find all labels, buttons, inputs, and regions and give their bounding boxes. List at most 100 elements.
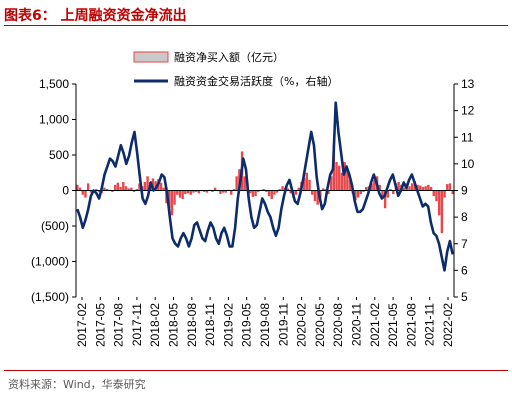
bar [346,169,349,191]
bar [348,179,352,191]
bar [437,190,441,216]
bar [432,190,435,197]
x-tick-label: 2018-02 [148,303,162,347]
bar [286,188,290,191]
x-tick-label: 2017-11 [130,303,144,346]
bar [386,190,390,198]
bar [294,190,298,195]
x-tick-label: 2018-08 [185,303,199,347]
right-tick-label: 11 [461,130,474,144]
bar [402,187,406,191]
bar [265,190,268,192]
x-tick-label: 2020-05 [313,303,327,347]
right-axis-ticks: 13 12 11 10 9 8 7 6 5 [454,77,475,304]
bar [124,186,128,191]
bar [381,190,384,198]
bar [270,190,273,200]
bar [103,187,106,191]
legend-line-label: 融资资金交易活跃度（%，右轴） [174,74,338,88]
left-tick-label: 0 [62,184,69,198]
bar [224,190,228,193]
bar [197,190,201,194]
bar [311,190,314,195]
footer-rule [4,370,508,371]
bar [113,184,117,191]
bar [419,185,422,191]
x-axis-ticks: 2017-02 2017-05 2017-08 2017-11 2018-02 2018-… [75,297,455,347]
left-axis-ticks: 1,500 1,000 500 0 (500) (1,000) (1,500) [31,77,76,304]
bar [262,189,265,191]
bar [324,189,327,191]
bar [130,187,133,191]
bar [297,187,300,191]
right-tick-label: 10 [461,157,475,171]
bar [151,178,155,191]
bar [254,190,257,197]
x-tick-label: 2020-02 [295,303,309,347]
x-tick-label: 2020-11 [350,303,364,346]
right-tick-label: 12 [461,104,475,118]
bar [159,182,163,191]
bar [383,190,387,209]
bar [192,190,195,193]
bar [119,186,122,191]
x-tick-label: 2018-05 [167,303,181,347]
bar [97,190,101,192]
bar [248,190,252,194]
bar [167,190,171,209]
bar [373,179,376,191]
bar [173,190,176,205]
bar [162,187,165,191]
x-tick-label: 2019-08 [258,303,272,347]
bar [78,187,82,191]
left-tick-label: 1,500 [39,77,69,91]
x-tick-label: 2018-11 [203,303,217,346]
bar [356,190,360,198]
bar [176,190,179,195]
bar [321,188,325,191]
bar [81,190,84,195]
bar [378,184,381,191]
right-tick-label: 5 [461,290,468,304]
bar [122,181,125,191]
x-tick-label: 2019-11 [276,303,290,346]
bar [397,181,400,191]
bar [289,190,292,194]
bar [343,162,346,191]
right-tick-label: 8 [461,210,468,224]
right-tick-label: 13 [461,77,475,91]
legend-bar-swatch [133,51,169,63]
bar [305,172,309,191]
bar [281,186,284,191]
bar [205,190,209,193]
bar [440,190,444,234]
bar [213,187,217,191]
bar [275,190,279,193]
bar [340,172,344,191]
bar [329,176,333,191]
bar [392,190,395,195]
bar [429,186,433,191]
x-tick-label: 2021-02 [368,303,382,347]
x-tick-label: 2019-02 [221,303,235,347]
right-tick-label: 9 [461,184,468,198]
line-series-layer [76,101,454,272]
bar [443,190,446,198]
bar [146,176,149,191]
bar [116,182,120,191]
legend-bar-label: 融资净买入额（亿元） [174,50,284,64]
bar [203,190,206,192]
bar [354,190,357,201]
bar [111,190,114,192]
bar [230,190,233,195]
right-tick-label: 6 [461,263,468,277]
bar [327,190,330,195]
bar [448,183,452,191]
bar [251,190,255,197]
x-tick-label: 2022-02 [441,303,455,347]
x-tick-label: 2019-05 [240,303,254,347]
bar [257,190,260,192]
bar [316,190,319,205]
left-tick-label: 1,000 [39,113,69,127]
bar [143,181,147,191]
